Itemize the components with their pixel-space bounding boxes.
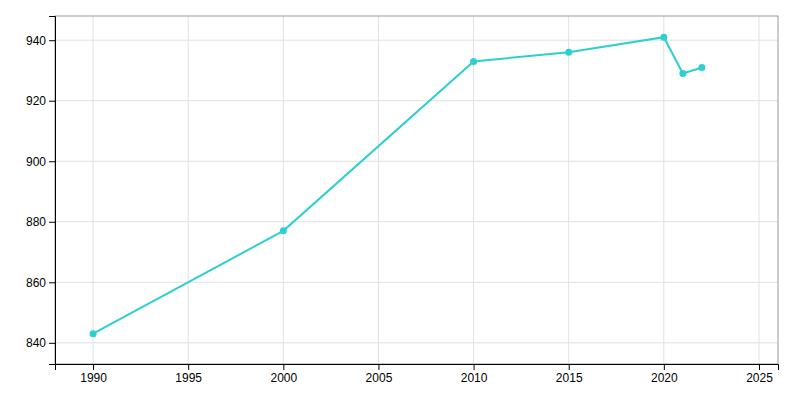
tick-label: 2015: [556, 371, 583, 385]
grid-line-x: [378, 16, 379, 364]
tick: 880: [26, 215, 55, 229]
tick-label: 1990: [80, 371, 107, 385]
data-point: [660, 34, 667, 41]
data-point: [90, 330, 97, 337]
x-axis: 1990 1995 2000 2005 2010 2015 2020 2025: [56, 364, 779, 385]
grid-line-y: [55, 221, 778, 222]
tick-label: 900: [26, 155, 46, 169]
tick-mark: [664, 364, 665, 370]
tick-label: 2000: [270, 371, 297, 385]
tick-label: 2005: [366, 371, 393, 385]
tick: 2010: [461, 364, 488, 385]
grid-line-y: [55, 342, 778, 343]
tick: 1995: [175, 364, 202, 385]
tick: 2000: [270, 364, 297, 385]
tick-mark: [283, 364, 284, 370]
tick-label: 2010: [461, 371, 488, 385]
tick-mark: [188, 364, 189, 370]
data-point: [565, 49, 572, 56]
tick-label: 2025: [746, 371, 773, 385]
tick: 1990: [80, 364, 107, 385]
grid-line-x: [568, 16, 569, 364]
y-axis: 840 860 880 900 920 940: [26, 17, 56, 365]
tick-mark: [474, 364, 475, 370]
tick-mark: [759, 364, 760, 370]
tick-mark: [378, 364, 379, 370]
grid: [55, 16, 778, 364]
plot-frame: [55, 16, 778, 364]
tick-label: 2020: [651, 371, 678, 385]
grid-line-x: [93, 16, 94, 364]
tick: 840: [26, 336, 55, 350]
tick: 920: [26, 94, 55, 108]
grid-line-y: [55, 100, 778, 101]
grid-line-x: [473, 16, 474, 364]
tick-label: 840: [26, 336, 46, 350]
tick-mark: [49, 343, 55, 344]
grid-line-x: [283, 16, 284, 364]
tick-mark: [49, 101, 55, 102]
data-point: [679, 70, 686, 77]
grid-line-y: [55, 282, 778, 283]
tick: 2005: [366, 364, 393, 385]
grid-line-y: [55, 161, 778, 162]
tick-mark: [49, 222, 55, 223]
tick-label: 920: [26, 94, 46, 108]
tick: 2020: [651, 364, 678, 385]
plot: 1990 1995 2000 2005 2010 2015 2020 2025 840 860 88…: [26, 16, 779, 385]
tick-label: 940: [26, 34, 46, 48]
grid-line-y: [55, 40, 778, 41]
tick-label: 880: [26, 215, 46, 229]
tick: 860: [26, 276, 55, 290]
tick-mark: [93, 364, 94, 370]
tick: 2015: [556, 364, 583, 385]
data-point: [698, 64, 705, 71]
data-point: [280, 227, 287, 234]
tick: 2025: [746, 364, 773, 385]
marks: [90, 34, 706, 338]
axis-line: [56, 365, 779, 371]
tick-mark: [49, 161, 55, 162]
tick-mark: [49, 40, 55, 41]
tick: 900: [26, 155, 55, 169]
tick-label: 1995: [175, 371, 202, 385]
tick-mark: [49, 282, 55, 283]
data-line: [93, 37, 702, 334]
data-point: [470, 58, 477, 65]
tick-label: 860: [26, 276, 46, 290]
axis-line: [49, 17, 56, 365]
grid-line-x: [188, 16, 189, 364]
tick-mark: [569, 364, 570, 370]
chart: 1990 1995 2000 2005 2010 2015 2020 2025 840 860 88…: [0, 0, 800, 400]
tick: 940: [26, 34, 55, 48]
grid-line-x: [663, 16, 664, 364]
grid-line-x: [758, 16, 759, 364]
